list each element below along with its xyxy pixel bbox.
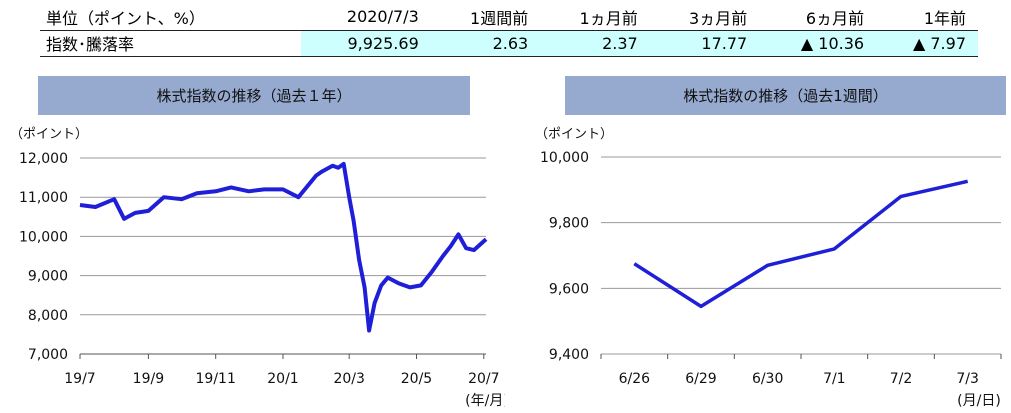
x-tick-label: 20/3 xyxy=(333,371,364,387)
y-tick-label: 8,000 xyxy=(28,308,68,324)
x-tick-label: 7/2 xyxy=(890,371,913,387)
header-1year: 1年前 xyxy=(876,4,978,31)
y-tick-label: 9,400 xyxy=(549,347,589,363)
x-tick-label: 19/7 xyxy=(64,371,95,387)
x-tick-label: 20/1 xyxy=(267,371,298,387)
summary-table: 単位（ポイント、%） 2020/7/3 1週間前 1ヵ月前 3ヵ月前 6ヵ月前 … xyxy=(40,4,978,57)
value-1month: 2.37 xyxy=(540,30,650,57)
chart2-title: 株式指数の推移（過去1週間） xyxy=(565,76,1006,115)
value-3month: 17.77 xyxy=(649,30,760,57)
x-tick-label: 19/9 xyxy=(133,371,164,387)
header-6month: 6ヵ月前 xyxy=(759,4,877,31)
chart-1year: 12,000 11,000 10,000 9,000 8,000 7,000 （ポイント） 1… xyxy=(10,127,505,409)
header-date: 2020/7/3 xyxy=(301,4,431,31)
value-1year: ▲ 7.97 xyxy=(876,30,978,57)
x-tick-label: 7/1 xyxy=(823,371,846,387)
x-tick-label: 6/26 xyxy=(619,371,651,387)
row-label: 指数･騰落率 xyxy=(40,30,302,57)
chart1-title: 株式指数の推移（過去１年） xyxy=(38,76,470,115)
value-6month: ▲ 10.36 xyxy=(759,30,877,57)
chart-1week: 10,000 9,800 9,600 9,400 （ポイント） 6/26 6/29 6/30 7… xyxy=(535,127,1002,409)
y-tick-label: 9,600 xyxy=(549,281,589,297)
x-axis-unit: (月/日) xyxy=(957,393,1001,409)
x-tick-label: 20/5 xyxy=(401,371,432,387)
y-tick-label: 9,800 xyxy=(549,216,589,232)
y-tick-label: 11,000 xyxy=(19,190,68,206)
y-axis-label: （ポイント） xyxy=(535,127,613,142)
summary-value-row: 指数･騰落率 9,925.69 2.63 2.37 17.77 ▲ 10.36 … xyxy=(40,30,978,57)
value-index: 9,925.69 xyxy=(301,30,431,57)
y-tick-label: 10,000 xyxy=(540,150,589,166)
x-tick-label: 19/11 xyxy=(196,371,236,387)
x-tick-label: 7/3 xyxy=(956,371,979,387)
header-3month: 3ヵ月前 xyxy=(649,4,760,31)
y-axis-label: （ポイント） xyxy=(10,127,88,142)
header-1week: 1週間前 xyxy=(430,4,541,31)
x-tick-label: 20/7 xyxy=(468,371,499,387)
summary-header-row: 単位（ポイント、%） 2020/7/3 1週間前 1ヵ月前 3ヵ月前 6ヵ月前 … xyxy=(40,4,978,31)
y-tick-label: 12,000 xyxy=(19,151,68,167)
value-1week: 2.63 xyxy=(430,30,541,57)
x-axis-unit: (年/月) xyxy=(465,393,505,409)
x-tick-label: 6/30 xyxy=(752,371,783,387)
x-tick-label: 6/29 xyxy=(685,371,716,387)
y-tick-label: 10,000 xyxy=(19,229,68,245)
y-tick-label: 9,000 xyxy=(28,269,68,285)
series-line xyxy=(79,161,488,333)
header-1month: 1ヵ月前 xyxy=(540,4,650,31)
y-tick-label: 7,000 xyxy=(28,347,68,363)
header-unit: 単位（ポイント、%） xyxy=(40,4,302,31)
series-line xyxy=(633,179,969,309)
